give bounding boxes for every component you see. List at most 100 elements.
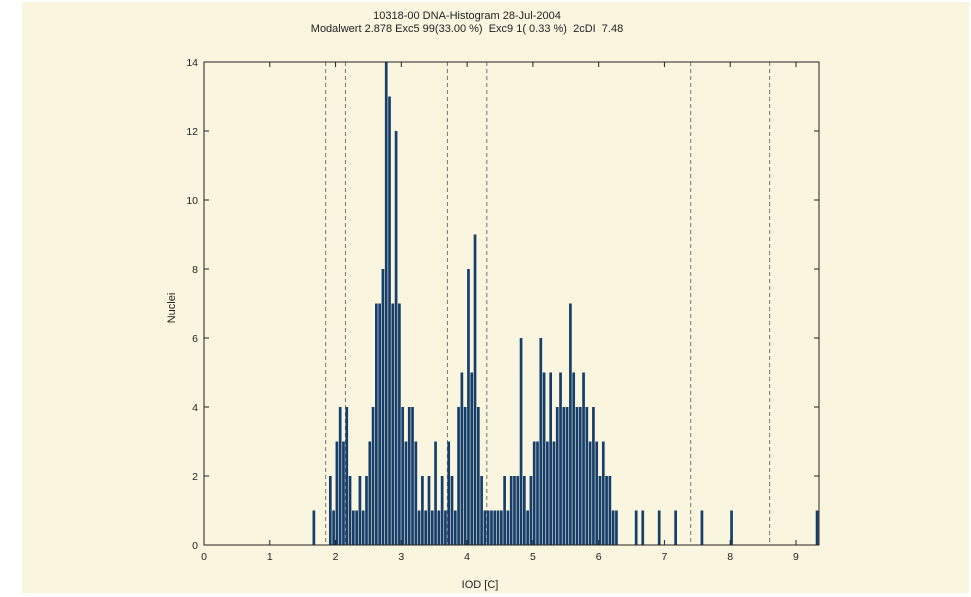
y-tick-label: 8 bbox=[192, 264, 198, 276]
y-tick-label: 2 bbox=[192, 471, 198, 483]
histogram-bar bbox=[338, 407, 342, 545]
histogram-bar bbox=[348, 476, 352, 545]
histogram-bar bbox=[615, 510, 618, 545]
histogram-chart: 10318-00 DNA-Histogram 28-Jul-2004 Modal… bbox=[166, 10, 820, 591]
histogram-bar bbox=[509, 476, 513, 545]
histogram-bar bbox=[398, 303, 401, 545]
histogram-bar bbox=[391, 303, 395, 545]
plot-background bbox=[204, 62, 819, 545]
histogram-bar bbox=[430, 510, 434, 545]
histogram-bar bbox=[427, 476, 431, 545]
y-tick-label: 14 bbox=[186, 57, 198, 69]
histogram-bar bbox=[562, 407, 566, 545]
reference-lines bbox=[325, 62, 771, 545]
histogram-bar bbox=[601, 441, 605, 545]
x-tick-label: 3 bbox=[398, 551, 404, 563]
histogram-bar bbox=[447, 441, 451, 545]
histogram-bar bbox=[641, 510, 645, 545]
histogram-bar bbox=[476, 407, 480, 545]
histogram-bar bbox=[657, 510, 661, 545]
histogram-bar bbox=[532, 441, 536, 545]
histogram-bars bbox=[312, 62, 819, 545]
histogram-bar bbox=[526, 510, 529, 545]
y-axis-label: Nuclei bbox=[166, 293, 178, 324]
histogram-bar bbox=[444, 510, 447, 545]
y-tick-label: 4 bbox=[192, 402, 198, 414]
figure-background: 10318-00 DNA-Histogram 28-Jul-2004 Modal… bbox=[22, 2, 969, 593]
histogram-bar bbox=[368, 441, 372, 545]
histogram-bar bbox=[595, 441, 599, 545]
plot-area bbox=[204, 62, 819, 545]
histogram-bar bbox=[490, 510, 493, 545]
histogram-bar bbox=[358, 476, 362, 545]
histogram-bar bbox=[588, 441, 592, 545]
histogram-bar bbox=[404, 441, 408, 545]
histogram-bar bbox=[388, 96, 391, 545]
histogram-bar bbox=[634, 510, 638, 545]
histogram-bar bbox=[463, 407, 467, 545]
histogram-bar bbox=[421, 476, 424, 545]
histogram-bar bbox=[536, 441, 539, 545]
histogram-bar bbox=[499, 510, 503, 545]
histogram-bar bbox=[467, 269, 470, 545]
histogram-bar bbox=[437, 510, 441, 545]
histogram-bar bbox=[493, 510, 497, 545]
histogram-bar bbox=[549, 372, 553, 545]
x-tick-label: 5 bbox=[530, 551, 536, 563]
x-axis-label: IOD [C] bbox=[462, 579, 499, 591]
x-tick-label: 7 bbox=[662, 551, 668, 563]
histogram-bar bbox=[365, 476, 368, 545]
histogram-bar bbox=[434, 441, 437, 545]
histogram-bar bbox=[450, 476, 454, 545]
plot-axes bbox=[203, 61, 820, 546]
histogram-bar bbox=[582, 372, 585, 545]
x-tick-label: 9 bbox=[793, 551, 799, 563]
histogram-bar bbox=[569, 303, 572, 545]
y-tick-label: 0 bbox=[192, 540, 198, 552]
x-tick-label: 0 bbox=[201, 551, 207, 563]
histogram-bar bbox=[384, 62, 388, 545]
histogram-bar bbox=[394, 131, 398, 545]
histogram-bar bbox=[608, 476, 612, 545]
histogram-bar bbox=[503, 476, 506, 545]
histogram-bar bbox=[575, 407, 579, 545]
x-tick-label: 8 bbox=[727, 551, 733, 563]
histogram-bar bbox=[730, 510, 733, 545]
histogram-bar bbox=[815, 510, 819, 545]
histogram-bar bbox=[555, 407, 559, 545]
histogram-bar bbox=[674, 510, 677, 545]
histogram-bar bbox=[457, 407, 460, 545]
histogram-bar bbox=[407, 407, 411, 545]
histogram-bar bbox=[375, 303, 378, 545]
histogram-bar bbox=[424, 510, 428, 545]
histogram-bar bbox=[381, 269, 385, 545]
histogram-bar bbox=[470, 372, 474, 545]
histogram-bar bbox=[513, 476, 516, 545]
histogram-bar bbox=[371, 407, 375, 545]
histogram-bar bbox=[539, 338, 543, 545]
histogram-bar bbox=[335, 441, 339, 545]
histogram-bar bbox=[496, 510, 500, 545]
histogram-bar bbox=[598, 476, 602, 545]
histogram-bar bbox=[473, 234, 477, 545]
y-tick-label: 10 bbox=[186, 195, 198, 207]
chart-subtitle: Modalwert 2.878 Exc5 99(33.00 %) Exc9 1(… bbox=[311, 23, 623, 35]
histogram-bar bbox=[559, 372, 562, 545]
histogram-bar bbox=[378, 303, 381, 545]
histogram-bar bbox=[592, 407, 595, 545]
histogram-bar bbox=[414, 441, 418, 545]
x-tick-label: 6 bbox=[596, 551, 602, 563]
histogram-bar bbox=[342, 441, 345, 545]
histogram-bar bbox=[529, 476, 533, 545]
histogram-bar bbox=[506, 510, 510, 545]
histogram-bar bbox=[572, 372, 576, 545]
histogram-bar bbox=[480, 476, 483, 545]
histogram-bar bbox=[542, 372, 546, 545]
histogram-bar bbox=[486, 510, 490, 545]
histogram-bar bbox=[328, 476, 332, 545]
histogram-bar bbox=[483, 510, 487, 545]
histogram-bar bbox=[453, 510, 457, 545]
histogram-bar bbox=[345, 407, 349, 545]
chart-title: 10318-00 DNA-Histogram 28-Jul-2004 bbox=[373, 10, 561, 22]
